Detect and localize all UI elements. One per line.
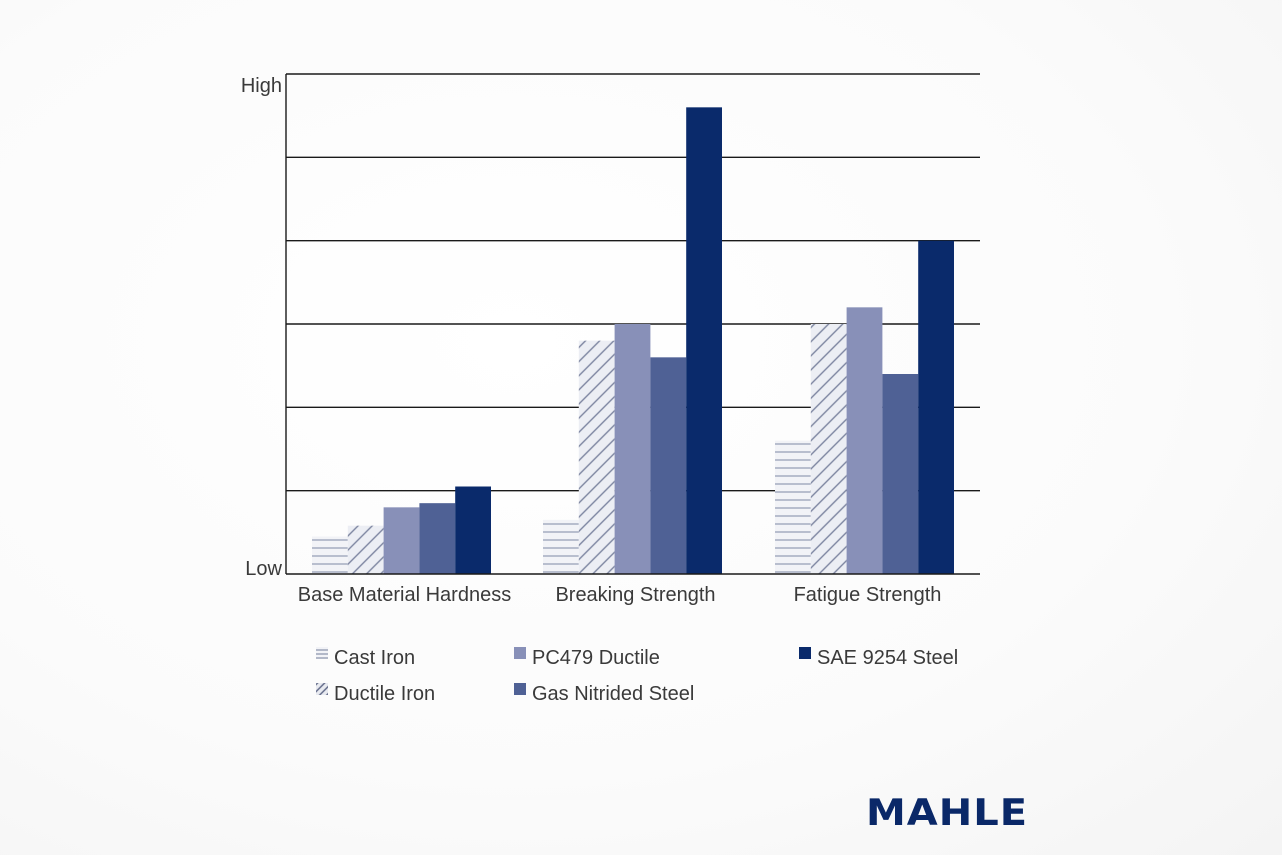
x-tick-label: Base Material Hardness	[298, 584, 511, 606]
bar-gas-nitrided-steel-1	[650, 357, 687, 574]
x-tick-label: Breaking Strength	[555, 584, 715, 606]
legend-swatch	[316, 683, 328, 695]
legend-label: Ductile Iron	[334, 683, 435, 705]
legend-label: Cast Iron	[334, 647, 415, 669]
legend-label: SAE 9254 Steel	[817, 647, 958, 669]
legend-swatch	[316, 647, 328, 659]
bar-cast-iron-0	[312, 536, 348, 574]
bars	[312, 107, 954, 574]
bar-ductile-iron-0	[347, 525, 384, 574]
bar-ductile-iron-1	[578, 340, 615, 574]
legend-label: PC479 Ductile	[532, 647, 660, 669]
bar-ductile-iron-2	[810, 324, 847, 574]
bar-pc479-ductile-1	[614, 324, 651, 574]
bar-gas-nitrided-steel-2	[882, 374, 919, 574]
bar-pc479-ductile-0	[383, 507, 420, 574]
bar-cast-iron-2	[775, 440, 811, 574]
bar-pc479-ductile-2	[846, 307, 883, 574]
mahle-logo: MAHLE	[866, 792, 1029, 835]
bar-sae-9254-steel-2	[918, 240, 954, 574]
bar-sae-9254-steel-1	[686, 107, 722, 574]
legend-label: Gas Nitrided Steel	[532, 683, 694, 705]
legend-swatch	[514, 683, 526, 695]
legend-swatch	[514, 647, 526, 659]
x-tick-label: Fatigue Strength	[794, 584, 942, 606]
y-axis-low-label: Low	[245, 558, 282, 580]
bar-cast-iron-1	[543, 519, 579, 574]
bar-gas-nitrided-steel-0	[419, 503, 456, 574]
bar-sae-9254-steel-0	[455, 486, 491, 574]
legend-swatch	[799, 647, 811, 659]
y-axis-high-label: High	[241, 75, 282, 97]
legend: Cast Iron Ductile Iron PC479 Ductile Gas Ni…	[316, 647, 958, 705]
axes: High Low Base Material Hardness Breaking St…	[241, 74, 980, 606]
